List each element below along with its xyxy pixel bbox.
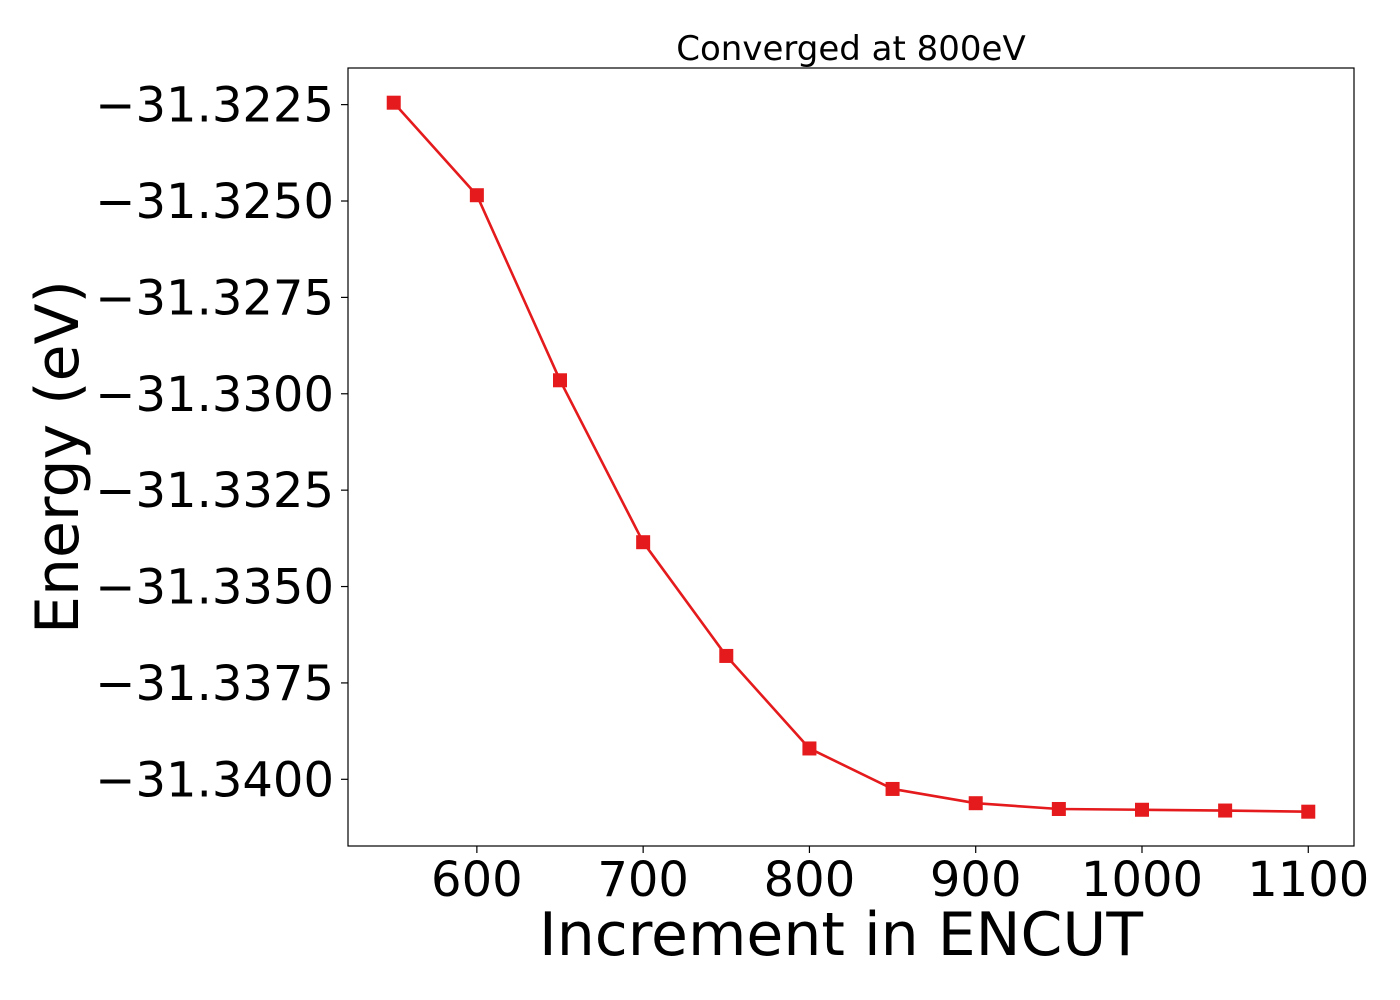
x-axis-label: Increment in ENCUT <box>539 900 1143 970</box>
x-tick-label: 1000 <box>1081 852 1203 908</box>
y-tick-label: −31.3350 <box>95 560 334 616</box>
data-point-marker <box>469 188 484 203</box>
data-point-marker <box>1134 802 1149 817</box>
y-tick-label: −31.3400 <box>95 752 334 808</box>
y-tick-label: −31.3225 <box>95 78 334 134</box>
y-tick-label: −31.3375 <box>95 656 334 712</box>
chart-title: Converged at 800eV <box>676 29 1025 69</box>
data-point-marker <box>1301 804 1316 819</box>
data-point-marker <box>885 781 900 796</box>
y-axis-label: Energy (eV) <box>23 280 93 634</box>
data-point-marker <box>386 95 401 110</box>
data-point-marker <box>553 373 568 388</box>
data-point-marker <box>968 796 983 811</box>
y-tick-label: −31.3275 <box>95 270 334 326</box>
data-point-marker <box>1218 803 1233 818</box>
x-tick-label: 800 <box>764 852 856 908</box>
x-tick-label: 700 <box>597 852 689 908</box>
data-point-marker <box>802 741 817 756</box>
y-tick-label: −31.3325 <box>95 463 334 519</box>
y-tick-label: −31.3250 <box>95 174 334 230</box>
series-line <box>392 101 1309 813</box>
x-tick-label: 600 <box>431 852 523 908</box>
x-tick-label: 900 <box>930 852 1022 908</box>
axes-frame <box>347 67 1355 847</box>
data-point-marker <box>1051 801 1066 816</box>
data-point-marker <box>719 648 734 663</box>
y-tick-label: −31.3300 <box>95 367 334 423</box>
x-tick-label: 1100 <box>1247 852 1369 908</box>
plot-area: 600 700 800 900 1000 1100 −31.3225 −31.3250 −31.… <box>95 67 1369 908</box>
data-point-marker <box>636 535 651 550</box>
